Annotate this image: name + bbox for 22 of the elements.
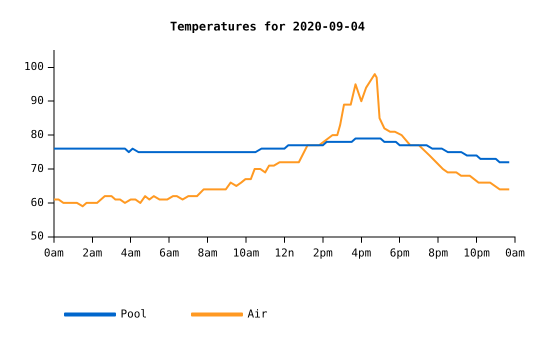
y-tick-label: 90 bbox=[30, 94, 44, 108]
y-tick-label: 80 bbox=[30, 128, 44, 141]
x-tick-label: 2am bbox=[82, 246, 103, 260]
x-tick-label: 12n bbox=[274, 246, 294, 260]
y-tick-label: 100 bbox=[24, 60, 44, 74]
y-tick-label: 60 bbox=[30, 196, 44, 209]
x-tick-label: 6am bbox=[159, 246, 180, 260]
x-tick-label: 8pm bbox=[428, 246, 448, 260]
legend-label: Air bbox=[247, 307, 268, 320]
chart-title: Temperatures for 2020-09-04 bbox=[170, 19, 366, 34]
y-tick-label: 70 bbox=[30, 162, 44, 175]
x-tick-label: 10pm bbox=[463, 246, 490, 260]
x-tick-label: 4am bbox=[120, 246, 142, 260]
x-tick-label: 8am bbox=[198, 246, 218, 260]
x-tick-label: 4pm bbox=[351, 246, 372, 260]
x-tick-label: 0am bbox=[44, 246, 64, 260]
x-tick-label: 6pm bbox=[390, 246, 410, 260]
y-tick-label: 50 bbox=[30, 230, 44, 243]
x-tick-label: 0am bbox=[505, 246, 526, 260]
legend-label: Pool bbox=[120, 307, 147, 320]
x-tick-label: 10am bbox=[232, 246, 260, 260]
x-tick-label: 2pm bbox=[312, 246, 334, 260]
